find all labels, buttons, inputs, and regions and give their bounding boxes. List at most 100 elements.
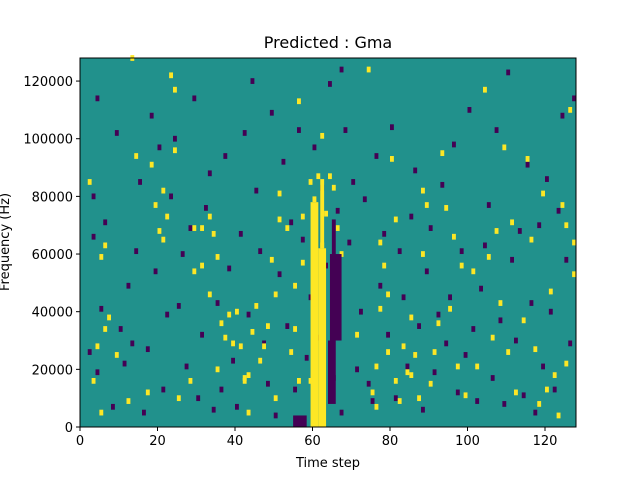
heatmap-cell-high bbox=[463, 392, 468, 399]
heatmap-cell-low bbox=[87, 349, 92, 355]
heatmap-cell-low bbox=[161, 386, 166, 393]
y-tick-label: 40000 bbox=[32, 306, 73, 321]
y-tick-label: 20000 bbox=[32, 363, 73, 378]
heatmap-cell-low bbox=[498, 317, 503, 324]
heatmap-cell-high bbox=[328, 173, 332, 180]
heatmap-cell-low bbox=[188, 225, 193, 231]
heatmap-cell-low bbox=[231, 357, 235, 364]
heatmap-cell-high bbox=[126, 398, 131, 404]
heatmap-cell-high bbox=[99, 409, 104, 416]
heatmap-cell-high bbox=[176, 395, 181, 402]
heatmap-cell-high bbox=[475, 363, 480, 370]
heatmap-cell-high bbox=[134, 153, 139, 159]
heatmap-cell-high bbox=[316, 173, 321, 180]
heatmap-cell-low bbox=[463, 352, 468, 358]
heatmap-cell-low bbox=[525, 161, 530, 168]
heatmap-cell-low bbox=[378, 282, 383, 289]
heatmap-cell-low bbox=[560, 112, 565, 119]
heatmap-cell-high bbox=[541, 190, 545, 197]
heatmap-cell-low bbox=[436, 311, 441, 318]
heatmap-cell-low bbox=[176, 303, 181, 309]
heatmap-cell-high bbox=[483, 86, 487, 93]
heatmap-cell-high bbox=[192, 225, 197, 231]
heatmap-cell-low bbox=[370, 398, 375, 404]
heatmap-cell-high bbox=[207, 291, 212, 298]
heatmap-cell-high bbox=[258, 357, 263, 364]
heatmap-cell-low bbox=[297, 127, 301, 133]
heatmap-cell-low bbox=[475, 398, 480, 404]
heatmap-cell-high bbox=[436, 320, 441, 327]
x-tick-label: 40 bbox=[227, 434, 244, 449]
heatmap-cell-low bbox=[533, 409, 538, 416]
heatmap-cell-low bbox=[169, 193, 173, 200]
heatmap-cell-high bbox=[374, 363, 379, 370]
heatmap-cell-low bbox=[134, 248, 139, 255]
heatmap-cell-high bbox=[200, 262, 204, 269]
y-tick-label: 100000 bbox=[23, 133, 73, 148]
heatmap-cell-high bbox=[378, 305, 383, 312]
heatmap-cell-high bbox=[421, 187, 425, 194]
heatmap-cell-low bbox=[448, 294, 452, 301]
x-tick-label: 20 bbox=[149, 434, 166, 449]
heatmap-cell-high bbox=[153, 202, 158, 208]
heatmap-cell-high bbox=[235, 308, 239, 315]
heatmap-cell-high bbox=[173, 147, 177, 154]
heatmap-cell-low bbox=[564, 256, 569, 263]
heatmap-cell-low bbox=[328, 81, 332, 87]
heatmap-cell-low bbox=[428, 225, 433, 231]
heatmap-cell-high bbox=[169, 72, 173, 79]
heatmap-cell-high bbox=[200, 225, 204, 231]
heatmap-cell-high bbox=[409, 314, 414, 321]
heatmap-cell-low bbox=[382, 230, 387, 237]
heatmap-cell-low bbox=[483, 242, 487, 249]
heatmap-cell-low bbox=[304, 354, 309, 361]
heatmap-cell-low bbox=[114, 130, 119, 136]
heatmap-cell-low bbox=[149, 112, 154, 119]
x-tick-label: 120 bbox=[533, 434, 558, 449]
heatmap-cell-low bbox=[386, 331, 390, 338]
heatmap-cell-high bbox=[448, 305, 452, 312]
x-axis-label: Time step bbox=[295, 456, 360, 471]
heatmap-cell-low bbox=[347, 239, 352, 246]
heatmap-cell-low bbox=[142, 409, 146, 416]
heatmap-cell-low bbox=[281, 158, 286, 165]
heatmap-cell-low bbox=[359, 308, 363, 315]
heatmap-cell-high bbox=[219, 320, 224, 327]
heatmap-cell-low bbox=[405, 363, 410, 370]
x-tick-label: 100 bbox=[455, 434, 480, 449]
heatmap-cell-high bbox=[382, 262, 387, 269]
heatmap-cell-high bbox=[161, 236, 166, 243]
heatmap-cell-high bbox=[572, 271, 576, 278]
heatmap-cell-low bbox=[409, 213, 414, 220]
heatmap-band-high bbox=[318, 248, 327, 427]
y-tick-label: 120000 bbox=[23, 75, 73, 90]
heatmap-cell-low bbox=[122, 360, 127, 367]
heatmap-cell-low bbox=[200, 331, 204, 338]
heatmap-band-high bbox=[310, 202, 319, 427]
heatmap-cell-low bbox=[289, 219, 294, 226]
heatmap-cell-low bbox=[413, 167, 418, 174]
heatmap-cell-high bbox=[262, 343, 266, 350]
heatmap-cell-high bbox=[378, 239, 383, 246]
heatmap-cell-high bbox=[254, 303, 259, 309]
heatmap-cell-high bbox=[312, 196, 317, 203]
heatmap-cell-low bbox=[355, 366, 359, 373]
heatmap-cell-high bbox=[548, 288, 553, 295]
heatmap-cell-high bbox=[157, 228, 162, 234]
y-tick-label: 60000 bbox=[32, 248, 73, 263]
heatmap-cell-high bbox=[405, 369, 410, 376]
heatmap-cell-high bbox=[331, 184, 336, 191]
heatmap-cell-low bbox=[537, 222, 542, 229]
heatmap-cell-high bbox=[165, 213, 170, 220]
heatmap-cell-high bbox=[335, 225, 340, 231]
heatmap-cell-high bbox=[413, 352, 418, 358]
heatmap-cell-low bbox=[192, 95, 197, 102]
heatmap-cell-high bbox=[107, 314, 111, 321]
heatmap-cell-high bbox=[103, 326, 108, 332]
heatmap-cell-high bbox=[223, 334, 228, 341]
heatmap-cell-low bbox=[215, 300, 220, 306]
heatmap-cell-high bbox=[390, 156, 394, 162]
heatmap-cell-high bbox=[355, 331, 359, 338]
heatmap-cell-low bbox=[111, 403, 115, 410]
heatmap-cell-high bbox=[397, 398, 402, 404]
